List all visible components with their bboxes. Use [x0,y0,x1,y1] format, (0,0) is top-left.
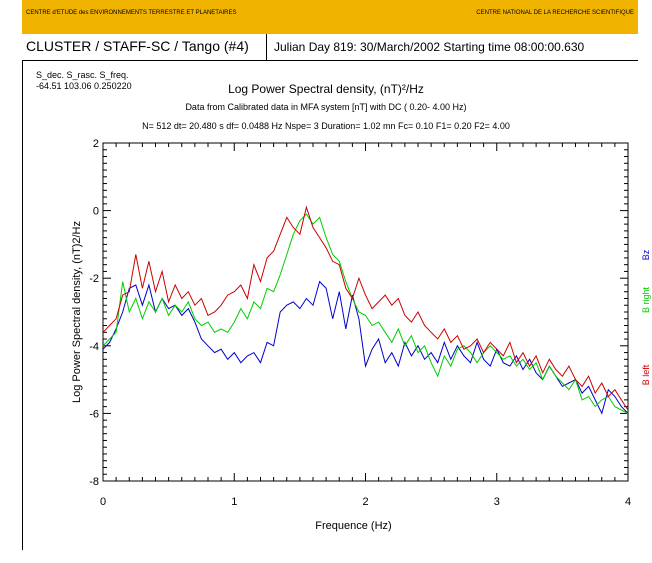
y-tick-label: -8 [89,476,99,488]
x-tick-label: 2 [362,496,368,508]
x-tick-label: 3 [494,496,500,508]
left-border [22,60,23,550]
mission-title: CLUSTER / STAFF-SC / Tango (#4) [26,38,249,54]
legend-entry: B left [641,364,651,385]
chart-params: N= 512 dt= 20.480 s df= 0.0488 Hz Nspe= … [142,121,510,131]
x-tick-label: 1 [231,496,237,508]
x-tick-label: 4 [625,496,631,508]
source-labels: S_dec. S_rasc. S_freq. [36,70,129,80]
chart-subtitle: Data from Calibrated data in MFA system … [185,102,467,112]
source-values: -64.51 103.06 0.250220 [36,81,132,91]
chart-title: Log Power Spectral density, (nT)²/Hz [228,82,424,96]
banner: CENTRE d'ETUDE des ENVIRONNEMENTS TERRES… [22,0,638,34]
header: CLUSTER / STAFF-SC / Tango (#4) Julian D… [22,34,638,61]
y-axis-label: Log Power Spectral density, (nT)2/Hz [71,221,83,403]
legend-entry: Bz [641,249,651,260]
banner-right-text: CENTRE NATIONAL DE LA RECHERCHE SCIENTIF… [476,10,634,16]
y-tick-label: 0 [93,206,99,218]
x-axis-label: Frequence (Hz) [315,520,391,532]
y-tick-label: -2 [89,273,99,285]
y-tick-label: -6 [89,408,99,420]
banner-left-text: CENTRE d'ETUDE des ENVIRONNEMENTS TERRES… [26,10,237,16]
julian-day: Julian Day 819: 30/March/2002 Starting t… [274,40,585,54]
header-divider [266,34,267,60]
y-tick-label: 2 [93,138,99,150]
legend-entry: B right [641,286,651,313]
y-tick-label: -4 [89,341,99,353]
series-line-b-left [102,205,629,411]
series-line-bz [102,280,629,415]
x-tick-label: 0 [100,496,106,508]
series-line-b-right [102,213,629,414]
